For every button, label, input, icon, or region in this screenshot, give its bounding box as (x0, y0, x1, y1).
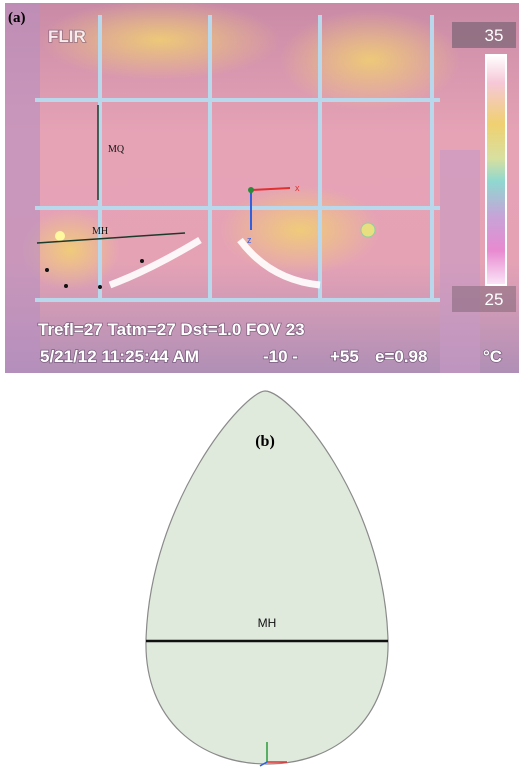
marker-dot (45, 268, 49, 272)
color-scale (486, 55, 506, 285)
mh-label: MH (92, 226, 108, 237)
axis-x-label: x (295, 183, 300, 193)
image-edge (440, 150, 480, 373)
axis-z-label: z (247, 235, 252, 245)
panel-label: (b) (255, 433, 275, 450)
thermal-image: x z MQ MH (a) FLIR 35 25 Trefl=27 Tatm=2… (5, 0, 519, 373)
image-edge (5, 3, 40, 373)
marker-dot (64, 284, 68, 288)
page: x z MQ MH (a) FLIR 35 25 Trefl=27 Tatm=2… (0, 0, 524, 769)
status-line: Trefl=27 Tatm=27 Dst=1.0 FOV 23 (38, 320, 305, 339)
scale-min: 25 (485, 290, 504, 309)
panel-label: (a) (8, 10, 26, 26)
figure: x z MQ MH (a) FLIR 35 25 Trefl=27 Tatm=2… (0, 0, 524, 769)
section-diagram: MH (b) (146, 391, 388, 766)
brand-logo: FLIR (48, 27, 86, 46)
status-range-high: +55 (330, 347, 359, 366)
mh-label: MH (258, 616, 277, 630)
status-date: 5/21/12 11:25:44 AM (40, 347, 199, 366)
hot-spot (361, 223, 375, 237)
unit-label: °C (483, 347, 502, 366)
status-range-low: -10 - (263, 347, 298, 366)
marker-dot (140, 259, 144, 263)
mq-label: MQ (108, 144, 125, 155)
marker-dot (98, 285, 102, 289)
hot-spot (55, 231, 65, 241)
warm-region (220, 185, 380, 275)
scale-max: 35 (485, 26, 504, 45)
status-emissivity: e=0.98 (375, 347, 427, 366)
axis-origin (248, 187, 254, 193)
